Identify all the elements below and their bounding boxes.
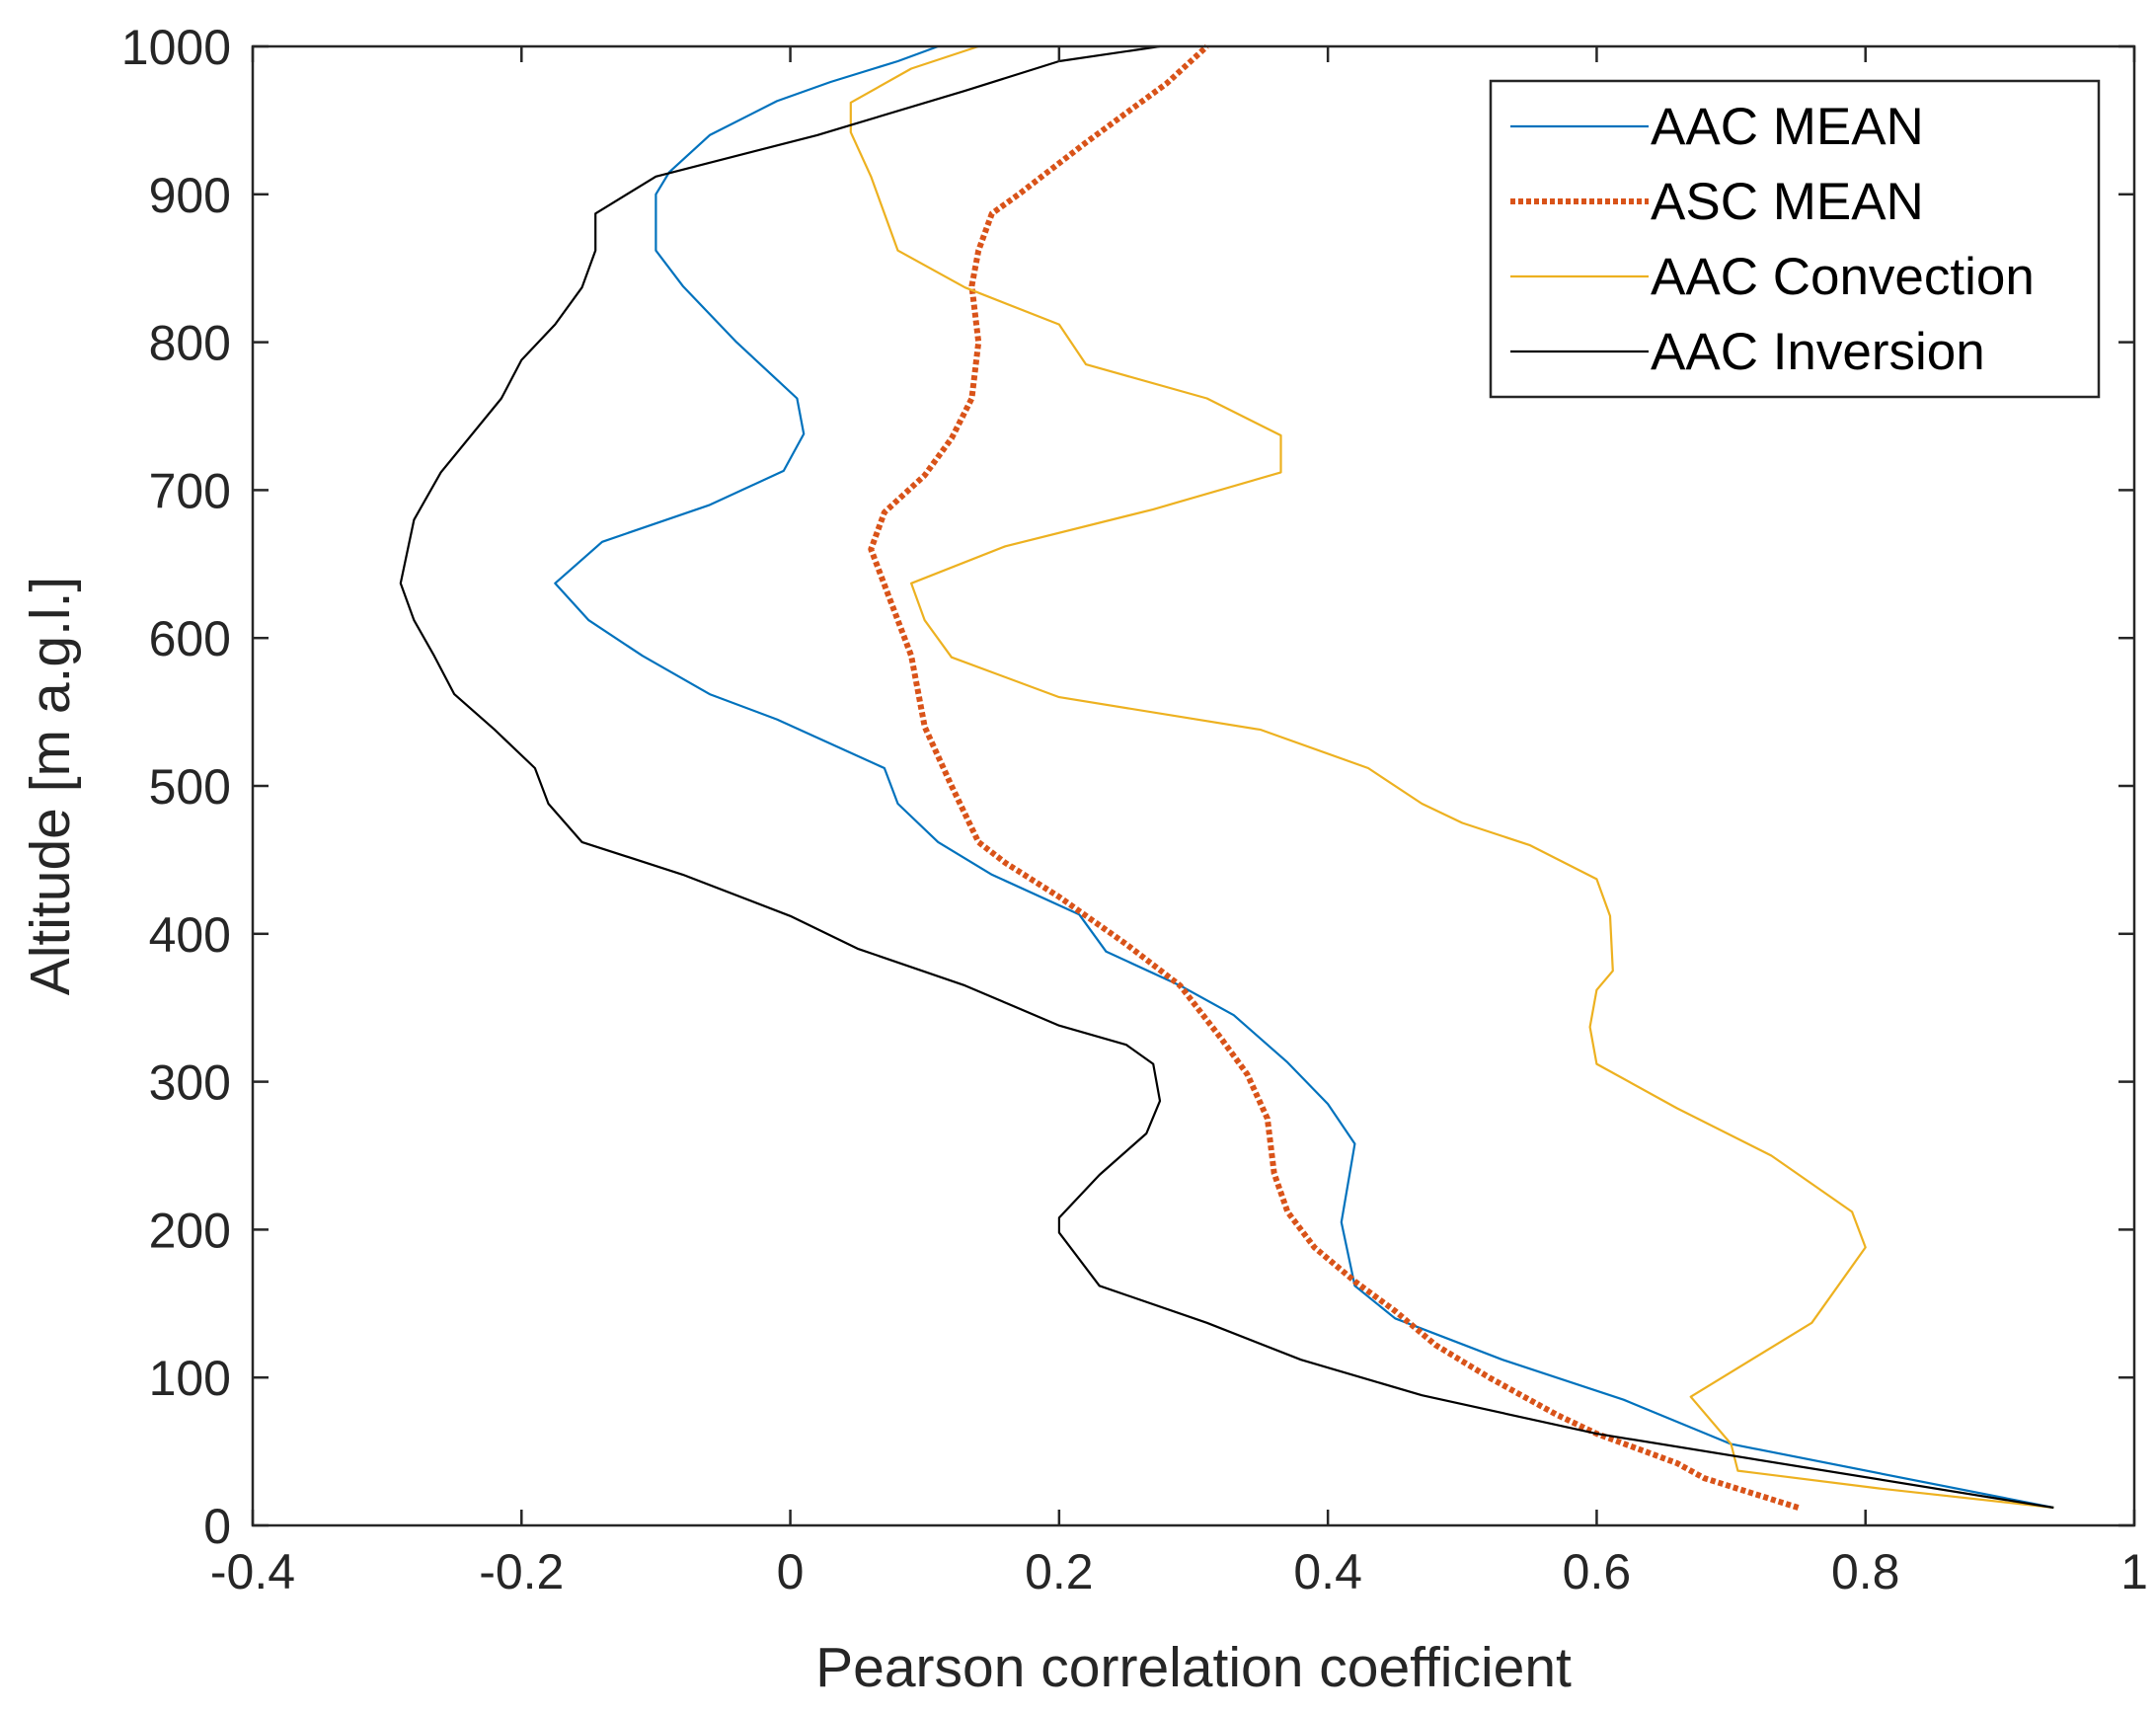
legend-label: AAC Convection bbox=[1651, 248, 2035, 306]
series-line-aac-mean bbox=[554, 44, 2054, 1510]
plot-area bbox=[399, 43, 2054, 1511]
x-tick-label: 0 bbox=[777, 1544, 805, 1599]
y-tick-label: 1000 bbox=[121, 20, 231, 75]
series-line-aac-convection bbox=[849, 44, 2054, 1510]
x-axis-title: Pearson correlation coefficient bbox=[815, 1636, 1572, 1699]
y-tick-label: 300 bbox=[149, 1055, 231, 1111]
x-tick-label: 0.8 bbox=[1831, 1544, 1900, 1599]
y-tick-label: 100 bbox=[149, 1351, 231, 1406]
y-tick-label: 200 bbox=[149, 1203, 231, 1258]
y-tick-label: 0 bbox=[203, 1499, 231, 1554]
axes: -0.4 -0.2 0 0.2 0.4 0.6 0.8 1 0 100 200 300 400 500 60… bbox=[121, 20, 2148, 1599]
legend-label: ASC MEAN bbox=[1651, 173, 1924, 231]
y-tick-label: 800 bbox=[149, 316, 231, 371]
x-tick-label: -0.2 bbox=[479, 1544, 564, 1599]
legend-label: AAC Inversion bbox=[1651, 323, 1985, 381]
y-tick-label: 700 bbox=[149, 463, 231, 518]
y-tick-label: 500 bbox=[149, 759, 231, 815]
legend: AAC MEAN ASC MEAN AAC Convection AAC Invers… bbox=[1489, 79, 2101, 399]
x-tick-label: 0.6 bbox=[1563, 1544, 1632, 1599]
x-tick-label: -0.4 bbox=[210, 1544, 295, 1599]
series-line-asc-mean bbox=[868, 43, 1800, 1511]
y-tick-label: 400 bbox=[149, 907, 231, 963]
x-tick-label: 1 bbox=[2120, 1544, 2148, 1599]
legend-box bbox=[1489, 79, 2101, 399]
legend-label: AAC MEAN bbox=[1651, 98, 1924, 156]
y-tick-label: 600 bbox=[149, 611, 231, 666]
x-tick-label: 0.2 bbox=[1025, 1544, 1094, 1599]
y-tick-label: 900 bbox=[149, 168, 231, 223]
y-axis-title: Altitude [m a.g.l.] bbox=[19, 577, 82, 996]
series-line-aac-inversion bbox=[399, 44, 2054, 1510]
x-tick-label: 0.4 bbox=[1293, 1544, 1362, 1599]
